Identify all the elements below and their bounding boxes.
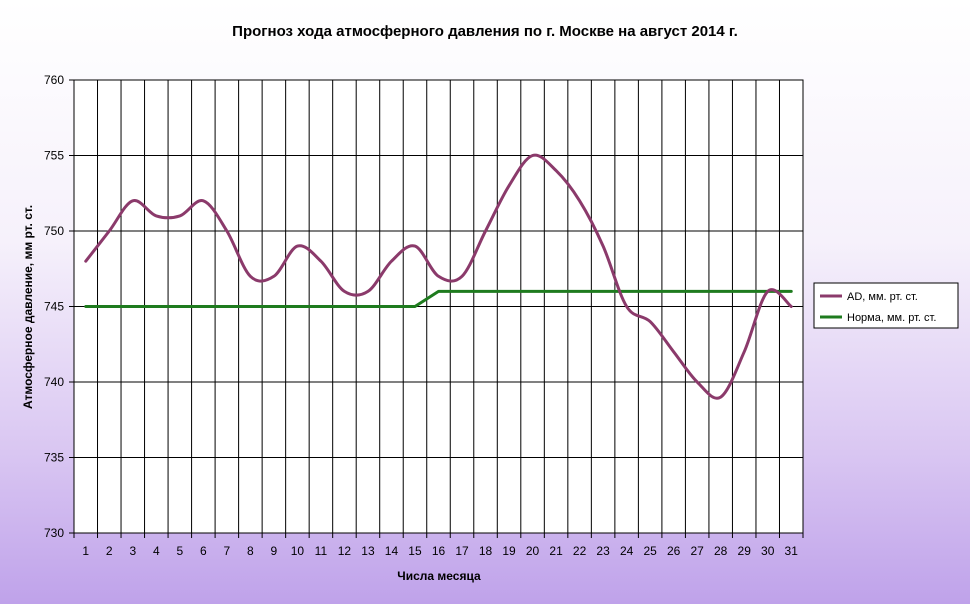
series-layer (84, 153, 793, 400)
x-tick-label: 7 (224, 544, 231, 558)
x-tick-label: 31 (785, 544, 799, 558)
x-axis-title: Числа месяца (397, 569, 481, 583)
legend-label: Норма, мм. рт. ст. (847, 312, 936, 324)
x-tick-label: 9 (271, 544, 278, 558)
x-tick-label: 29 (738, 544, 752, 558)
x-tick-label: 28 (714, 544, 728, 558)
y-tick-label: 730 (44, 526, 64, 540)
y-tick-label: 745 (44, 300, 64, 314)
x-tick-label: 17 (455, 544, 469, 558)
x-tick-label: 1 (82, 544, 89, 558)
x-tick-label: 26 (667, 544, 681, 558)
x-tick-label: 5 (176, 544, 183, 558)
legend-label: АD, мм. рт. ст. (847, 291, 918, 303)
legend: АD, мм. рт. ст. Норма, мм. рт. ст. (813, 282, 959, 329)
y-tick-label: 760 (44, 73, 64, 87)
x-tick-label: 14 (385, 544, 399, 558)
x-tick-label: 22 (573, 544, 587, 558)
x-tick-label: 3 (129, 544, 136, 558)
y-tick-label: 750 (44, 224, 64, 238)
x-tick-label: 25 (643, 544, 657, 558)
x-tick-label: 21 (549, 544, 563, 558)
x-tick-label: 19 (502, 544, 516, 558)
y-tick-labels: 730 735 740 745 750 755 760 (44, 73, 64, 540)
x-tick-label: 12 (338, 544, 352, 558)
x-tick-label: 20 (526, 544, 540, 558)
x-tick-label: 13 (361, 544, 375, 558)
x-tick-label: 15 (408, 544, 422, 558)
y-tick-label: 740 (44, 375, 64, 389)
x-tick-label: 27 (690, 544, 704, 558)
chart-title: Прогноз хода атмосферного давления по г.… (232, 23, 738, 40)
x-tick-labels: 1 2 3 4 5 6 7 8 9 10 11 12 13 14 15 16 17 18 19 20 21 22 23 24 2… (82, 544, 798, 558)
x-tick-label: 6 (200, 544, 207, 558)
series-line-norm (84, 289, 793, 308)
x-tick-label: 24 (620, 544, 634, 558)
y-axis-title: Атмосферное давление, мм рт. ст. (21, 205, 35, 409)
y-tick-label: 755 (44, 149, 64, 163)
x-tick-label: 16 (432, 544, 446, 558)
x-tick-label: 23 (596, 544, 610, 558)
y-tick-label: 735 (44, 451, 64, 465)
plot-border (73, 79, 804, 534)
x-tick-label: 8 (247, 544, 254, 558)
legend-box (813, 282, 959, 329)
series-line-ad (84, 153, 793, 400)
x-tick-label: 11 (315, 544, 328, 558)
x-tick-label: 2 (106, 544, 113, 558)
x-tick-label: 4 (153, 544, 160, 558)
x-tick-label: 10 (291, 544, 305, 558)
x-tick-label: 30 (761, 544, 775, 558)
x-tick-label: 18 (479, 544, 493, 558)
